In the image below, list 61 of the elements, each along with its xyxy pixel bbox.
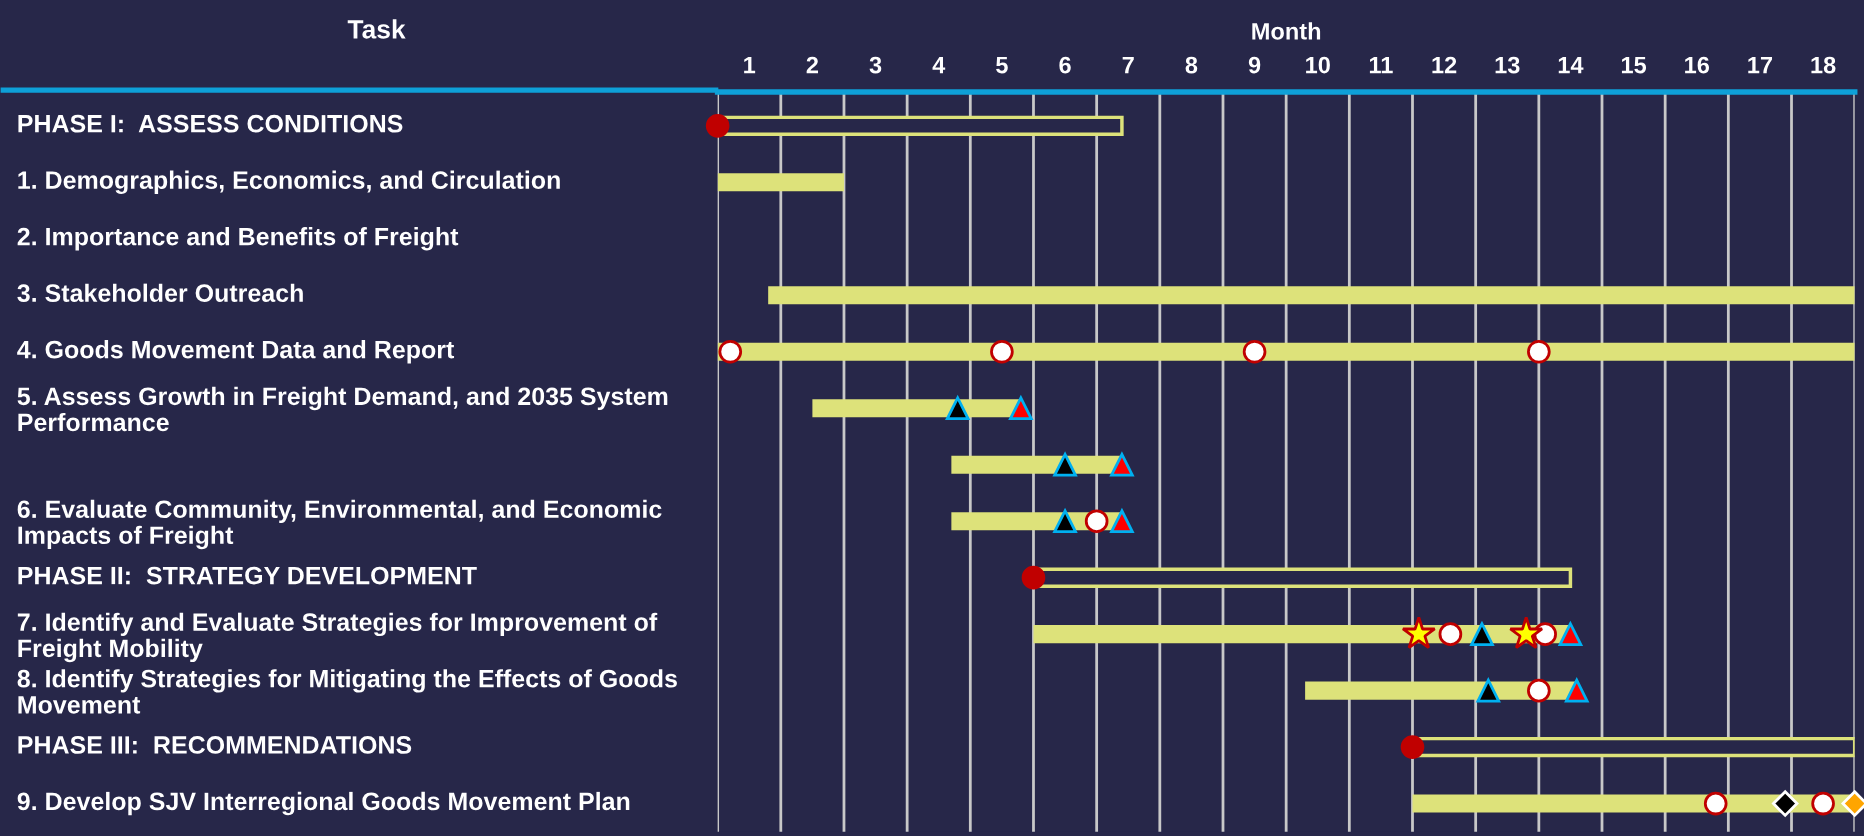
x-tick-label: 10 (1306, 56, 1330, 74)
bar (717, 173, 844, 192)
x-tick-label: 9 (1248, 56, 1261, 74)
y-tick-label: 2. Importance and Benefits of Freight (17, 227, 459, 251)
x-tick-label: 13 (1495, 56, 1520, 74)
point (1508, 616, 1544, 650)
x-tick-label: 3 (869, 56, 882, 74)
point (1021, 565, 1046, 590)
x-tick-label: 16 (1685, 56, 1710, 74)
point (990, 339, 1014, 364)
point (1438, 622, 1463, 646)
y-tick-label: 1. Demographics, Economics, and Circulation (18, 170, 560, 195)
y-tick-label: 7. Identify and Evaluate Strategies for Improvement of Freight Mobility (17, 612, 658, 663)
x-tick-label: 4 (932, 56, 946, 74)
x-tick-label: 1 (744, 56, 756, 74)
y-tick-label: 4. Goods Movement Data and Report (17, 340, 455, 364)
point (1053, 452, 1077, 477)
y-tick-label: 9. Develop SJV Interregional Goods Movement Plan (17, 791, 630, 816)
x-tick-label: 17 (1748, 56, 1773, 74)
point (1476, 678, 1501, 703)
point (1527, 339, 1551, 364)
point (1401, 616, 1437, 650)
point (1533, 622, 1557, 646)
point (705, 114, 730, 138)
point (1558, 622, 1583, 646)
bar (717, 342, 1855, 361)
y-tick-label: PHASE II: STRATEGY DEVELOPMENT (18, 566, 477, 585)
point (1811, 791, 1835, 816)
x-tick-label: 11 (1369, 56, 1393, 74)
point (1110, 452, 1134, 477)
point (718, 339, 743, 364)
point (1564, 678, 1589, 703)
x-tick-label: 6 (1059, 56, 1071, 74)
x-tick-label: 5 (996, 56, 1008, 74)
point (1400, 735, 1425, 759)
x-tick-label: 15 (1621, 56, 1647, 74)
point (1084, 509, 1109, 533)
x-tick-label: 8 (1185, 56, 1198, 74)
x-tick-label: 7 (1122, 56, 1134, 74)
y-tick-label: 3. Stakeholder Outreach (17, 283, 303, 303)
x-tick-label: 12 (1432, 56, 1457, 74)
point (1242, 339, 1267, 364)
y-tick-label: 8. Identify Strategies for Mitigating the Effects of Goods Movement (17, 669, 677, 714)
point (1009, 396, 1033, 421)
x-tick-label: 14 (1558, 56, 1584, 74)
y-tick-label: 6. Evaluate Community, Environmental, and Economic Impacts of Freight (17, 499, 662, 550)
point (1772, 790, 1799, 817)
x-tick-label: 18 (1811, 56, 1836, 74)
y-tick-label: 5. Assess Growth in Freight Demand, and 2035 System Performance (17, 386, 668, 432)
point (1053, 509, 1077, 533)
point (945, 396, 970, 421)
x-axis-title: Month (1252, 22, 1321, 40)
bar (768, 286, 1855, 305)
point (1470, 622, 1494, 646)
point (1110, 509, 1134, 533)
point (1703, 791, 1728, 816)
x-tick-label: 2 (806, 56, 819, 74)
y-axis-title: Task (347, 19, 406, 39)
point (1527, 678, 1551, 703)
y-tick-label: PHASE III: RECOMMENDATIONS (18, 736, 412, 754)
y-tick-label: PHASE I: ASSESS CONDITIONS (18, 114, 403, 133)
